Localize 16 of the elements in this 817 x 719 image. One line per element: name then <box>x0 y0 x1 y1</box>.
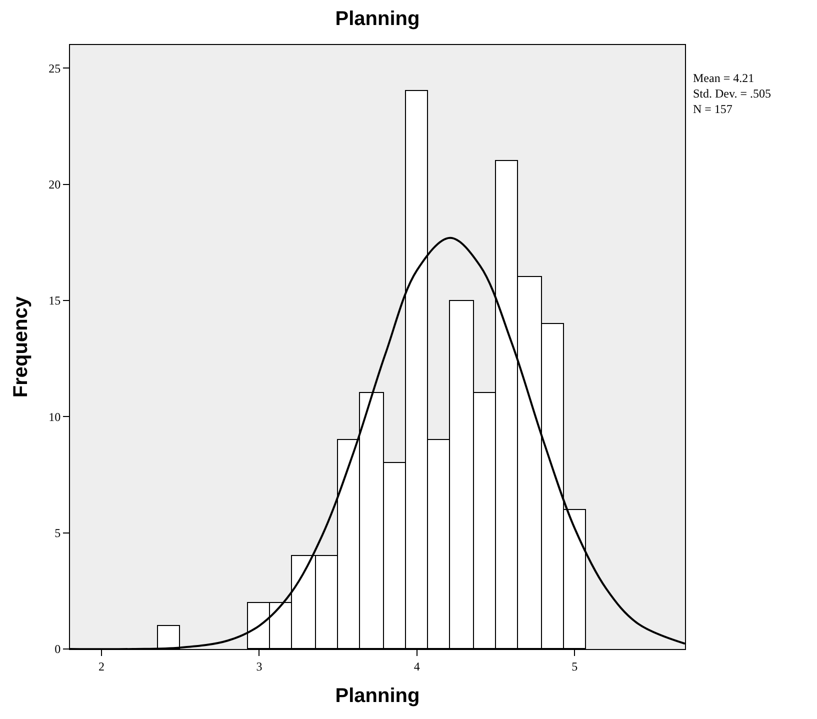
text: N = 157 <box>693 102 732 116</box>
y-tick-label: 20 <box>48 178 61 192</box>
x-tick-label: 4 <box>414 659 420 674</box>
y-tick-label: 0 <box>54 642 61 656</box>
x-axis-title: Planning <box>335 684 420 707</box>
y-tick-label: 10 <box>48 410 61 424</box>
x-tick-label: 2 <box>98 659 105 674</box>
text: Std. Dev. = .505 <box>693 86 771 101</box>
x-tick-label: 3 <box>256 659 262 674</box>
y-tick-label: 15 <box>48 294 61 308</box>
y-axis-title: Frequency <box>10 296 32 398</box>
text: Mean = 4.21 <box>693 71 754 85</box>
chart-title: Planning <box>335 8 420 30</box>
x-tick-label: 5 <box>572 659 578 674</box>
y-tick-label: 5 <box>54 526 61 540</box>
y-tick-label: 25 <box>48 61 61 76</box>
